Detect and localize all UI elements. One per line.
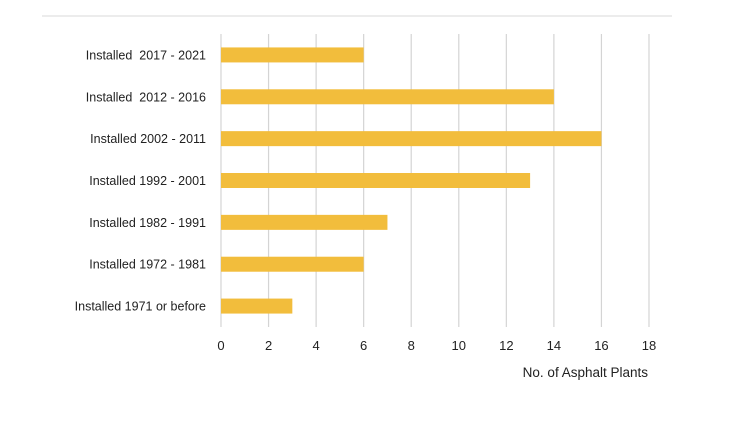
category-label: Installed 2017 - 2021 bbox=[86, 48, 206, 62]
bar bbox=[221, 89, 554, 105]
x-tick-label: 16 bbox=[594, 338, 608, 353]
bars bbox=[221, 47, 602, 314]
x-tick-labels: 0 2 4 6 8 10 12 14 16 18 bbox=[217, 338, 656, 353]
x-tick-label: 0 bbox=[217, 338, 224, 353]
x-tick-label: 6 bbox=[360, 338, 367, 353]
category-label: Installed 2002 - 2011 bbox=[90, 132, 206, 146]
x-tick-label: 8 bbox=[408, 338, 415, 353]
category-label: Installed 2012 - 2016 bbox=[86, 90, 206, 104]
x-tick-label: 10 bbox=[452, 338, 466, 353]
category-labels: Installed 2017 - 2021 Installed 2012 - 20… bbox=[75, 48, 206, 313]
category-label: Installed 1982 - 1991 bbox=[89, 216, 206, 230]
category-label: Installed 1992 - 2001 bbox=[89, 174, 206, 188]
category-label: Installed 1971 or before bbox=[75, 300, 206, 314]
bar bbox=[221, 131, 602, 147]
bar bbox=[221, 47, 364, 63]
category-label: Installed 1972 - 1981 bbox=[89, 258, 206, 272]
x-tick-label: 14 bbox=[547, 338, 561, 353]
x-tick-label: 2 bbox=[265, 338, 272, 353]
bar bbox=[221, 298, 293, 314]
x-tick-label: 12 bbox=[499, 338, 513, 353]
x-tick-label: 18 bbox=[642, 338, 656, 353]
x-axis-title: No. of Asphalt Plants bbox=[523, 365, 649, 380]
bar bbox=[221, 256, 364, 272]
bar bbox=[221, 214, 388, 230]
x-tick-label: 4 bbox=[312, 338, 319, 353]
bar bbox=[221, 173, 531, 188]
